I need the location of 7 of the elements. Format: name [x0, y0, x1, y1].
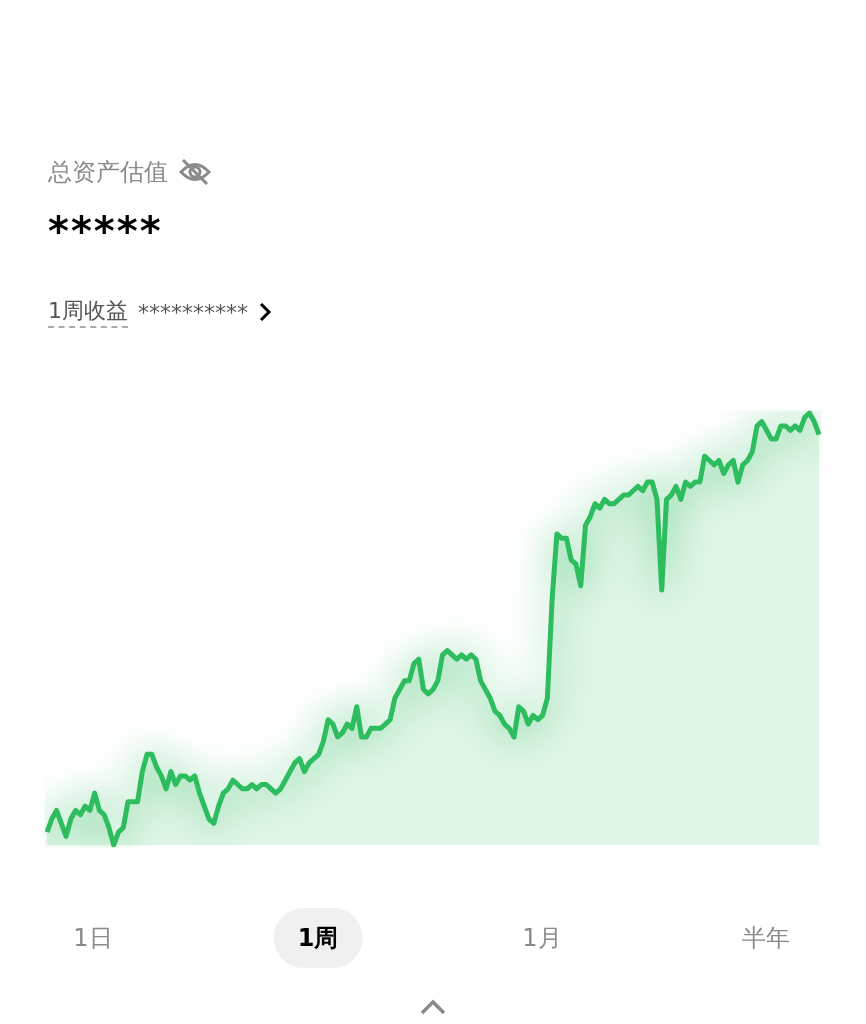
text: 1日: [72, 923, 114, 954]
text: 1月: [521, 923, 563, 954]
text: 半年: [741, 923, 791, 954]
chart-title: 总资产估值: [48, 157, 168, 188]
chart-subtitle: *****: [48, 208, 163, 254]
text: 1周收益 **********: [48, 297, 248, 327]
text: 1周: [273, 908, 363, 968]
